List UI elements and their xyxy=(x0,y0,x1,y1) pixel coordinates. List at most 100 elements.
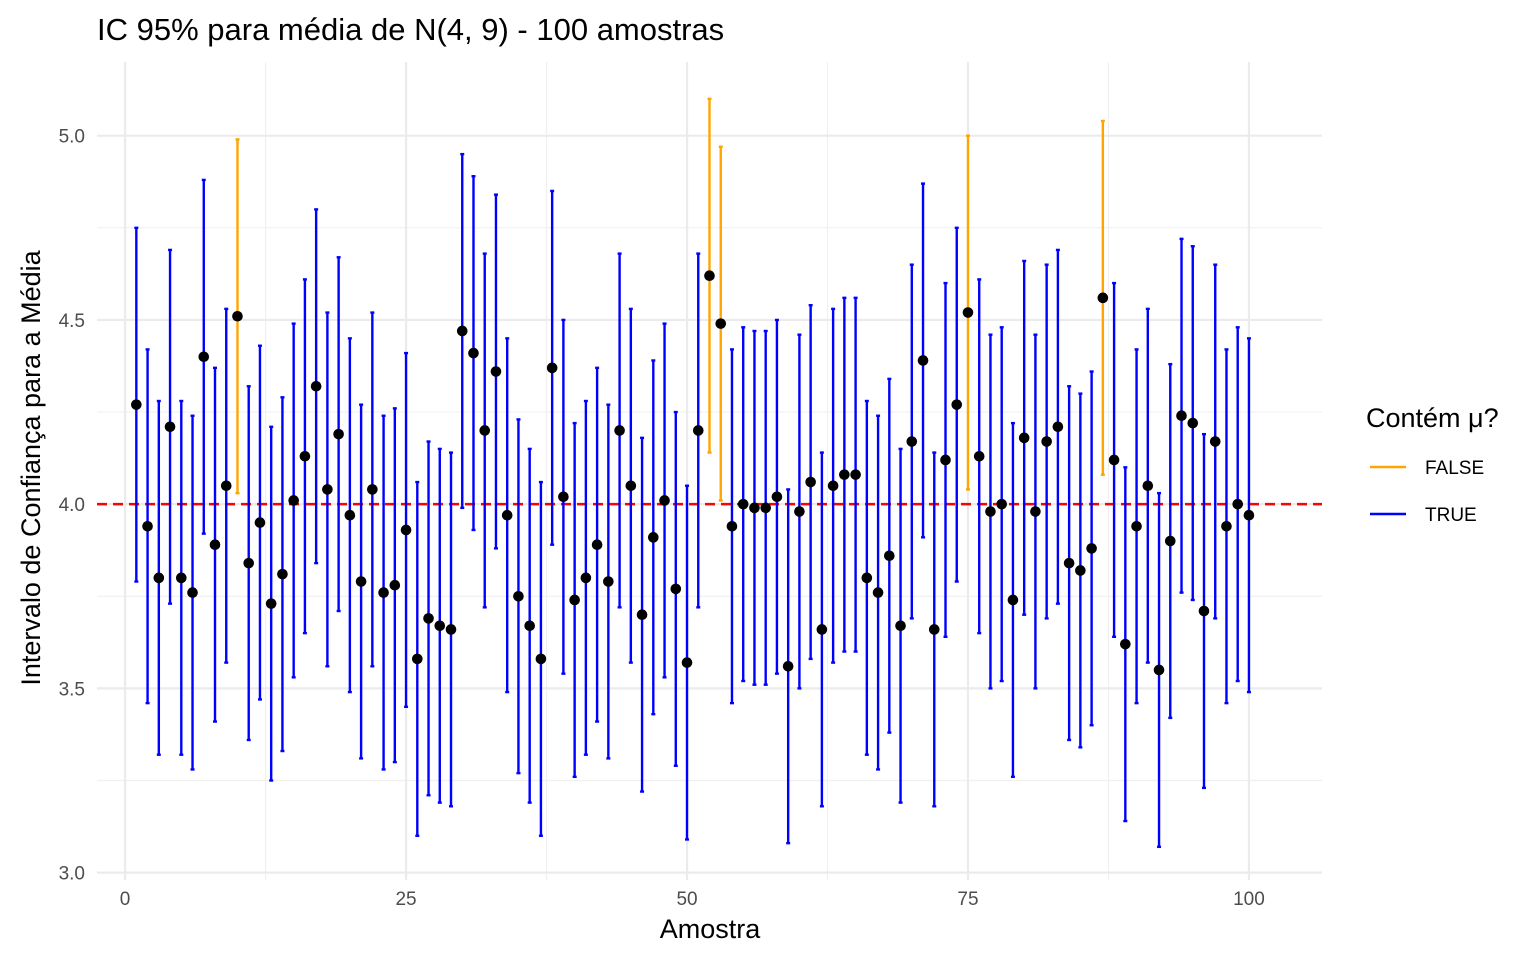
mean-point xyxy=(1063,557,1075,569)
x-tick-label: 0 xyxy=(120,889,131,910)
mean-point xyxy=(715,318,727,329)
mean-point xyxy=(962,307,974,318)
mean-point xyxy=(310,380,322,392)
mean-point xyxy=(1221,520,1232,532)
mean-point xyxy=(1041,436,1052,447)
mean-point xyxy=(558,491,569,503)
mean-point xyxy=(681,657,693,668)
mean-point xyxy=(973,450,985,462)
mean-point xyxy=(1097,292,1109,304)
mean-point xyxy=(580,572,592,584)
mean-point xyxy=(411,653,423,665)
mean-point xyxy=(490,366,502,377)
mean-point xyxy=(131,399,142,410)
mean-point xyxy=(737,498,749,510)
mean-point xyxy=(254,517,266,528)
mean-point xyxy=(1153,664,1165,676)
mean-point xyxy=(591,539,603,550)
mean-point xyxy=(771,491,783,503)
mean-point xyxy=(670,583,682,595)
mean-point xyxy=(850,469,861,480)
mean-point xyxy=(187,587,198,598)
mean-point xyxy=(985,506,996,517)
mean-point xyxy=(513,590,524,602)
x-tick-label: 25 xyxy=(395,889,416,910)
mean-point xyxy=(917,355,929,366)
legend-title: Contém μ? xyxy=(1366,403,1499,433)
x-tick-label: 100 xyxy=(1233,889,1265,910)
mean-point xyxy=(692,425,704,436)
x-tick-labels: 0 25 50 75 100 xyxy=(120,889,1265,910)
mean-point xyxy=(1007,594,1019,606)
mean-point xyxy=(243,557,255,569)
mean-point xyxy=(265,598,277,609)
mean-point xyxy=(1142,480,1154,492)
y-tick-label: 3.0 xyxy=(59,864,85,885)
mean-point xyxy=(456,325,468,337)
mean-point xyxy=(1086,543,1097,554)
mean-point xyxy=(535,653,547,665)
mean-point xyxy=(1131,520,1142,532)
mean-point xyxy=(603,576,614,587)
mean-point xyxy=(940,454,951,466)
mean-point xyxy=(1108,454,1120,466)
mean-point xyxy=(1198,605,1210,617)
mean-point xyxy=(1018,432,1030,444)
mean-point xyxy=(1052,421,1064,433)
y-tick-label: 5.0 xyxy=(59,127,85,148)
x-axis-title: Amostra xyxy=(660,914,762,944)
legend-label-false: FALSE xyxy=(1425,458,1484,479)
mean-point xyxy=(1164,535,1176,547)
mean-point xyxy=(827,480,839,492)
y-tick-label: 3.5 xyxy=(59,679,85,700)
mean-point xyxy=(648,532,659,543)
mean-point xyxy=(805,476,816,488)
mean-point xyxy=(389,579,401,591)
mean-point xyxy=(434,620,446,632)
mean-point xyxy=(445,624,457,635)
mean-point xyxy=(468,347,479,359)
mean-point xyxy=(794,506,805,517)
mean-point xyxy=(1187,417,1199,429)
mean-point xyxy=(344,509,356,521)
mean-point xyxy=(232,310,243,322)
mean-point xyxy=(299,450,311,462)
mean-point xyxy=(839,469,850,480)
legend: Contém μ? FALSE TRUE xyxy=(1366,403,1499,526)
mean-point xyxy=(636,609,648,621)
mean-point xyxy=(1030,506,1041,517)
mean-point xyxy=(175,572,187,584)
mean-point xyxy=(996,498,1008,510)
mean-point xyxy=(277,568,288,580)
mean-point xyxy=(726,520,738,532)
mean-point xyxy=(220,480,232,492)
mean-point xyxy=(872,587,884,598)
mean-point xyxy=(1075,565,1086,576)
y-tick-labels: 3.0 3.5 4.0 4.5 5.0 xyxy=(59,127,85,885)
mean-point xyxy=(928,624,940,635)
mean-point xyxy=(378,587,389,598)
mean-point xyxy=(1209,436,1221,447)
mean-point xyxy=(704,270,715,282)
mean-point xyxy=(659,495,670,506)
mean-point xyxy=(209,539,221,550)
mean-point xyxy=(749,502,760,514)
mean-point xyxy=(142,520,153,532)
mean-point xyxy=(1120,638,1131,650)
mean-point xyxy=(895,620,906,632)
x-tick-label: 50 xyxy=(676,889,697,910)
mean-point xyxy=(198,351,210,363)
legend-label-true: TRUE xyxy=(1425,505,1477,526)
mean-point xyxy=(1243,509,1255,521)
mean-point xyxy=(1232,498,1244,510)
mean-point xyxy=(951,399,963,410)
mean-point xyxy=(614,425,625,436)
mean-point xyxy=(367,484,378,495)
mean-point xyxy=(355,576,367,587)
errorbar-series xyxy=(134,97,1251,849)
mean-point xyxy=(625,480,637,492)
mean-point xyxy=(546,362,558,374)
y-tick-label: 4.5 xyxy=(59,311,85,332)
mean-point xyxy=(479,425,491,436)
